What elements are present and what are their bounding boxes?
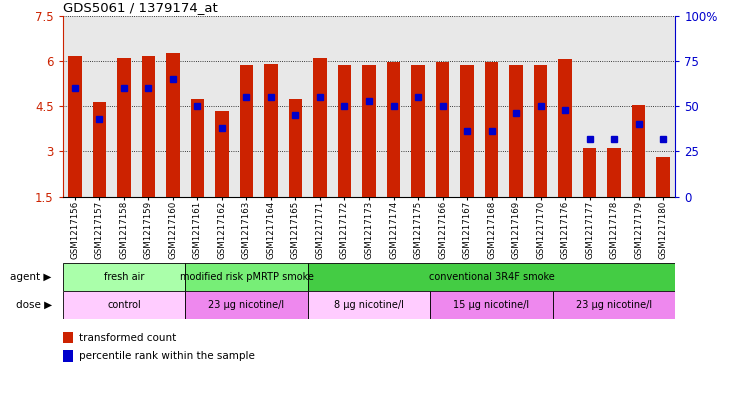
Bar xyxy=(553,291,675,319)
Bar xyxy=(558,59,572,196)
Text: 8 μg nicotine/l: 8 μg nicotine/l xyxy=(334,300,404,310)
Text: agent ▶: agent ▶ xyxy=(10,272,52,282)
Bar xyxy=(583,148,596,196)
Bar xyxy=(362,66,376,196)
Bar xyxy=(509,66,523,196)
Text: 23 μg nicotine/l: 23 μg nicotine/l xyxy=(576,300,652,310)
Text: percentile rank within the sample: percentile rank within the sample xyxy=(79,351,255,361)
Bar xyxy=(190,99,204,196)
Bar xyxy=(68,56,82,196)
Bar xyxy=(142,56,155,196)
Bar xyxy=(632,105,645,196)
Bar xyxy=(308,291,430,319)
Text: modified risk pMRTP smoke: modified risk pMRTP smoke xyxy=(179,272,314,282)
Bar xyxy=(308,263,675,291)
Bar xyxy=(215,111,229,196)
Bar xyxy=(313,58,327,196)
Bar xyxy=(387,62,400,196)
Bar xyxy=(63,291,185,319)
Text: conventional 3R4F smoke: conventional 3R4F smoke xyxy=(429,272,554,282)
Bar xyxy=(117,58,131,196)
Text: dose ▶: dose ▶ xyxy=(15,300,52,310)
Bar xyxy=(435,62,449,196)
Bar xyxy=(411,66,425,196)
Bar xyxy=(93,101,106,196)
Text: fresh air: fresh air xyxy=(104,272,144,282)
Text: GDS5061 / 1379174_at: GDS5061 / 1379174_at xyxy=(63,1,218,14)
Bar xyxy=(430,291,553,319)
Bar xyxy=(63,332,73,343)
Bar xyxy=(534,66,548,196)
Bar xyxy=(63,263,185,291)
Text: transformed count: transformed count xyxy=(79,332,176,343)
Bar xyxy=(338,66,351,196)
Bar xyxy=(63,350,73,362)
Bar xyxy=(264,64,277,196)
Bar xyxy=(166,53,180,196)
Text: 23 μg nicotine/l: 23 μg nicotine/l xyxy=(208,300,285,310)
Bar xyxy=(461,66,474,196)
Bar xyxy=(185,291,308,319)
Bar xyxy=(656,157,670,196)
Bar xyxy=(240,66,253,196)
Bar xyxy=(607,148,621,196)
Text: control: control xyxy=(107,300,141,310)
Text: 15 μg nicotine/l: 15 μg nicotine/l xyxy=(453,300,530,310)
Bar xyxy=(185,263,308,291)
Bar xyxy=(485,62,498,196)
Bar xyxy=(289,99,303,196)
